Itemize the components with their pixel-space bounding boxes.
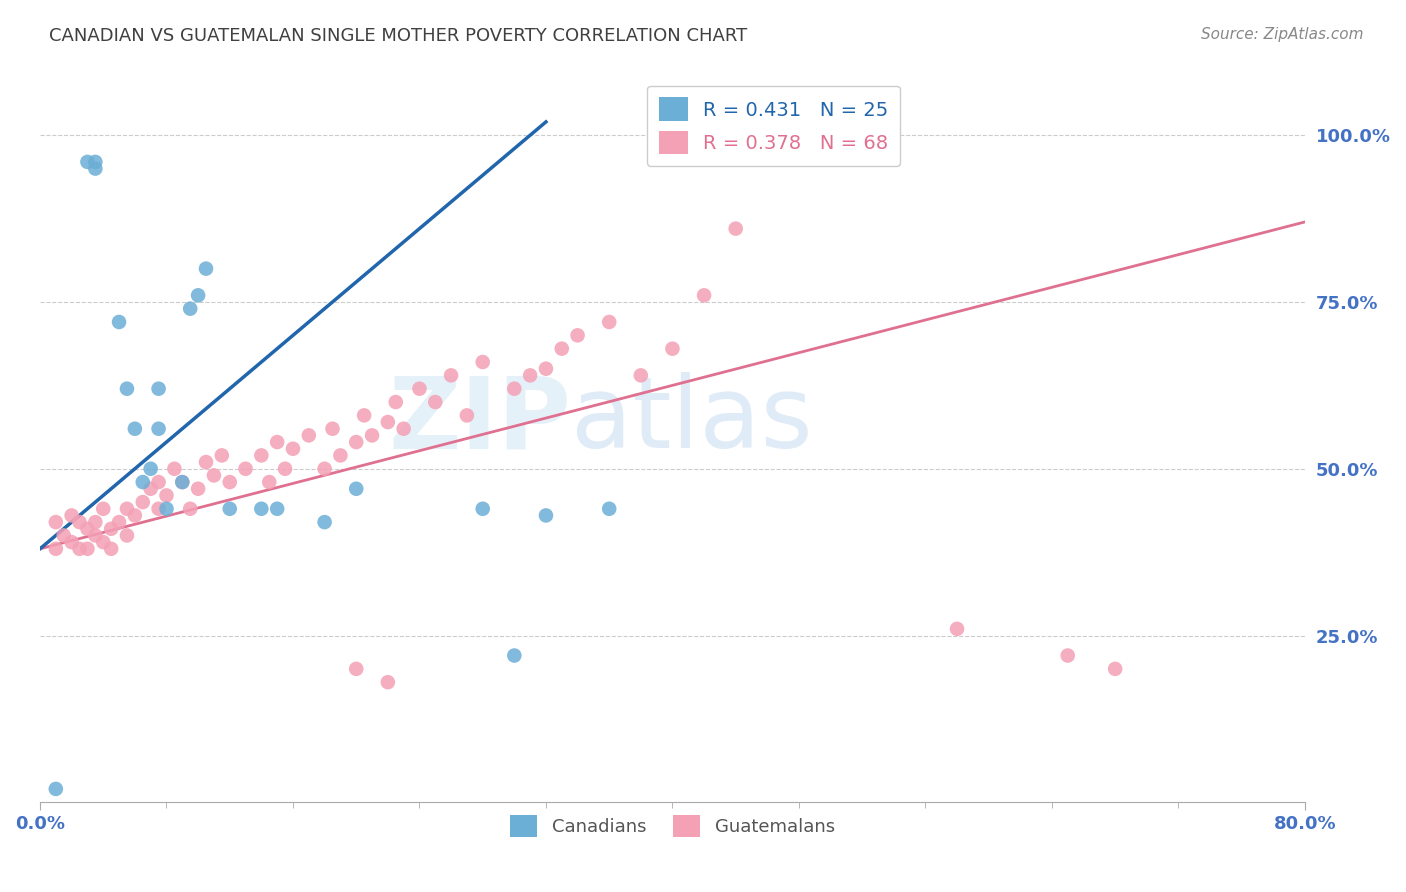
Point [250, 501, 273, 516]
Point [45, 515, 67, 529]
Point [76, 155, 98, 169]
Point [148, 501, 170, 516]
Point [100, 541, 122, 556]
Point [148, 475, 170, 489]
Point [598, 315, 620, 329]
Point [163, 462, 186, 476]
Text: atlas: atlas [571, 372, 813, 469]
Point [274, 462, 297, 476]
Point [91, 535, 114, 549]
Point [724, 221, 747, 235]
Point [108, 515, 131, 529]
Point [298, 428, 321, 442]
Point [250, 449, 273, 463]
Point [218, 475, 240, 489]
Point [392, 422, 415, 436]
Point [235, 462, 257, 476]
Text: CANADIAN VS GUATEMALAN SINGLE MOTHER POVERTY CORRELATION CHART: CANADIAN VS GUATEMALAN SINGLE MOTHER POV… [49, 27, 748, 45]
Point [179, 501, 201, 516]
Point [76, 522, 98, 536]
Legend: Canadians, Guatemalans: Canadians, Guatemalans [503, 808, 842, 845]
Point [155, 501, 177, 516]
Point [693, 288, 716, 302]
Point [567, 328, 589, 343]
Point [259, 475, 281, 489]
Point [148, 382, 170, 396]
Point [108, 315, 131, 329]
Point [69, 541, 91, 556]
Point [132, 475, 155, 489]
Point [60, 535, 83, 549]
Point [115, 501, 138, 516]
Point [353, 409, 375, 423]
Point [84, 155, 107, 169]
Point [384, 395, 406, 409]
Point [172, 475, 194, 489]
Point [179, 301, 201, 316]
Point [471, 501, 494, 516]
Point [115, 382, 138, 396]
Point [377, 675, 399, 690]
Point [598, 501, 620, 516]
Point [187, 288, 209, 302]
Point [124, 508, 146, 523]
Point [321, 422, 343, 436]
Text: Source: ZipAtlas.com: Source: ZipAtlas.com [1201, 27, 1364, 42]
Point [211, 449, 233, 463]
Point [1056, 648, 1078, 663]
Point [45, 541, 67, 556]
Point [1104, 662, 1126, 676]
Point [155, 488, 177, 502]
Point [329, 449, 352, 463]
Point [100, 522, 122, 536]
Point [456, 409, 478, 423]
Point [60, 508, 83, 523]
Point [314, 462, 336, 476]
Point [172, 475, 194, 489]
Point [84, 161, 107, 176]
Point [534, 508, 557, 523]
Text: ZIP: ZIP [388, 372, 571, 469]
Point [344, 482, 367, 496]
Point [218, 501, 240, 516]
Point [630, 368, 652, 383]
Point [266, 501, 288, 516]
Point [45, 781, 67, 796]
Point [361, 428, 384, 442]
Point [148, 422, 170, 436]
Point [344, 435, 367, 450]
Point [139, 462, 162, 476]
Point [115, 528, 138, 542]
Point [281, 442, 304, 456]
Point [946, 622, 969, 636]
Point [84, 515, 107, 529]
Point [187, 482, 209, 496]
Point [503, 648, 526, 663]
Point [377, 415, 399, 429]
Point [519, 368, 541, 383]
Point [344, 662, 367, 676]
Point [76, 541, 98, 556]
Point [195, 455, 218, 469]
Point [534, 361, 557, 376]
Point [266, 435, 288, 450]
Point [471, 355, 494, 369]
Point [195, 261, 218, 276]
Point [425, 395, 447, 409]
Point [661, 342, 683, 356]
Point [408, 382, 430, 396]
Point [139, 482, 162, 496]
Point [202, 468, 225, 483]
Point [52, 528, 75, 542]
Point [314, 515, 336, 529]
Point [551, 342, 574, 356]
Point [69, 515, 91, 529]
Point [440, 368, 463, 383]
Point [132, 495, 155, 509]
Point [91, 501, 114, 516]
Point [124, 422, 146, 436]
Point [503, 382, 526, 396]
Point [84, 528, 107, 542]
